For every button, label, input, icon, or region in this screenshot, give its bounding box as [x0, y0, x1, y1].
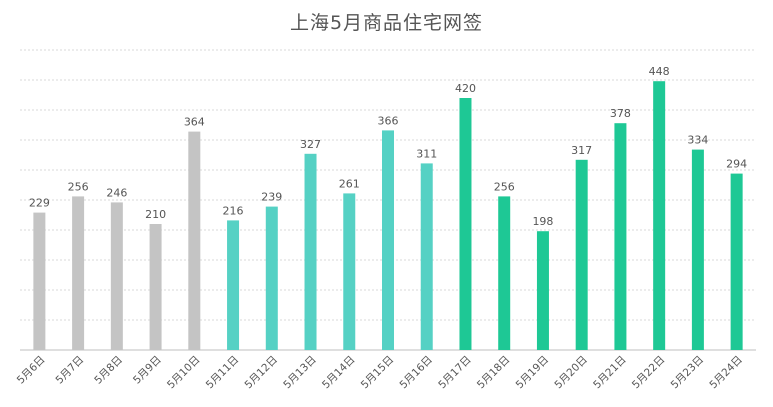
data-label: 366 [378, 114, 399, 127]
x-tick-label: 5月13日 [281, 354, 319, 392]
bar-5月18日 [498, 196, 511, 350]
data-label: 327 [300, 138, 321, 151]
bar-5月9日 [149, 224, 162, 350]
data-label: 378 [610, 107, 631, 120]
x-tick-label: 5月19日 [514, 354, 552, 392]
x-tick-label: 5月23日 [669, 354, 707, 392]
x-tick-label: 5月8日 [92, 354, 125, 387]
x-tick-label: 5月20日 [552, 354, 590, 392]
bar-5月20日 [575, 159, 588, 350]
x-tick-label: 5月11日 [204, 354, 242, 392]
data-label: 210 [145, 208, 166, 221]
bar-5月8日 [110, 202, 123, 350]
x-tick-label: 5月17日 [436, 354, 474, 392]
bar-5月16日 [420, 163, 433, 350]
bar-5月10日 [188, 131, 201, 350]
x-tick-label: 5月7日 [54, 354, 87, 387]
data-label: 256 [68, 180, 89, 193]
data-label: 420 [455, 82, 476, 95]
data-label: 256 [494, 180, 515, 193]
x-tick-label: 5月16日 [397, 354, 435, 392]
bar-5月7日 [72, 196, 85, 350]
bar-5月24日 [730, 173, 743, 350]
bar-5月14日 [343, 193, 356, 350]
data-label: 364 [184, 116, 205, 129]
data-label: 198 [532, 215, 553, 228]
data-label: 216 [223, 204, 244, 217]
data-label: 334 [687, 134, 708, 147]
bar-5月11日 [227, 220, 240, 350]
data-label: 448 [649, 65, 670, 78]
bar-5月13日 [304, 153, 317, 350]
x-tick-label: 5月24日 [707, 354, 745, 392]
bar-5月12日 [265, 206, 278, 350]
chart-title: 上海5月商品住宅网签 [289, 12, 484, 34]
x-tick-label: 5月21日 [591, 354, 629, 392]
x-tick-label: 5月6日 [15, 354, 48, 387]
data-label: 317 [571, 144, 592, 157]
bar-5月19日 [536, 231, 549, 350]
data-label: 261 [339, 177, 360, 190]
data-label: 294 [726, 158, 747, 171]
bar-5月15日 [382, 130, 394, 350]
bar-5月21日 [614, 123, 627, 350]
data-label: 311 [416, 147, 437, 160]
data-label: 246 [106, 186, 127, 199]
x-tick-label: 5月10日 [165, 354, 203, 392]
x-tick-label: 5月18日 [475, 354, 513, 392]
x-tick-label: 5月9日 [131, 354, 164, 387]
bar-5月22日 [653, 81, 666, 350]
x-tick-label: 5月22日 [630, 354, 668, 392]
x-tick-label: 5月15日 [359, 354, 397, 392]
bar-5月17日 [459, 98, 472, 350]
data-label: 239 [261, 191, 282, 204]
x-tick-label: 5月12日 [243, 354, 281, 392]
bar-5月6日 [33, 212, 46, 350]
data-label: 229 [29, 197, 50, 210]
x-tick-label: 5月14日 [320, 354, 358, 392]
bar-5月23日 [691, 149, 704, 350]
